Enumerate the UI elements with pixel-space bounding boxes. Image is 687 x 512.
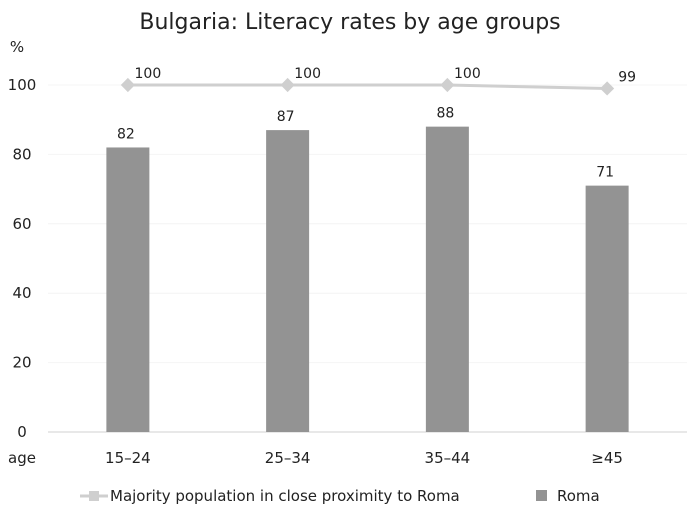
line-value-label: 100: [135, 66, 162, 82]
line-marker: [440, 77, 455, 93]
line-value-label: 100: [294, 66, 321, 82]
legend-label-majority: Majority population in close proximity t…: [110, 487, 460, 505]
bar: [106, 147, 150, 432]
x-axis-label: age: [8, 449, 36, 467]
x-tick-label: 15–24: [105, 449, 151, 467]
legend: Majority population in close proximity t…: [80, 487, 600, 505]
bar: [585, 185, 629, 432]
x-tick-label: 25–34: [265, 449, 311, 467]
bar: [266, 130, 310, 433]
bar-value-label: 82: [117, 126, 135, 142]
bar-series: [106, 126, 629, 433]
y-tick-label: 20: [12, 354, 31, 372]
bar-value-label: 87: [277, 109, 295, 125]
legend-item-bar: Roma: [536, 487, 600, 505]
x-tick-label: ≥45: [591, 449, 623, 467]
legend-bar-swatch: [536, 490, 547, 501]
y-tick-label: 60: [12, 215, 31, 233]
legend-label-roma: Roma: [557, 487, 600, 505]
y-axis-ticks: 0 20 40 60 80 100: [8, 76, 37, 441]
y-tick-label: 80: [12, 145, 31, 163]
y-axis-label: %: [10, 38, 24, 56]
line-marker: [120, 77, 135, 93]
line-value-label: 100: [454, 66, 481, 82]
legend-item-line: Majority population in close proximity t…: [80, 487, 460, 505]
line-value-label: 99: [618, 69, 636, 85]
bar-value-label: 71: [596, 165, 614, 181]
y-tick-label: 100: [8, 76, 37, 94]
bar-value-label: 88: [436, 106, 454, 122]
chart-title: Bulgaria: Literacy rates by age groups: [139, 10, 560, 35]
y-tick-label: 40: [12, 284, 31, 302]
y-tick-label: 0: [17, 423, 27, 441]
legend-line-marker: [89, 491, 99, 501]
x-tick-label: 35–44: [425, 449, 471, 467]
x-axis-ticks: 15–24 25–34 35–44 ≥45: [105, 449, 623, 467]
line-marker: [280, 77, 295, 93]
line-series: [120, 77, 615, 96]
line-path: [127, 83, 608, 90]
bar: [425, 126, 469, 432]
data-labels: 82 87 88 71 100 100 100 99: [117, 66, 636, 181]
line-marker: [600, 81, 615, 96]
